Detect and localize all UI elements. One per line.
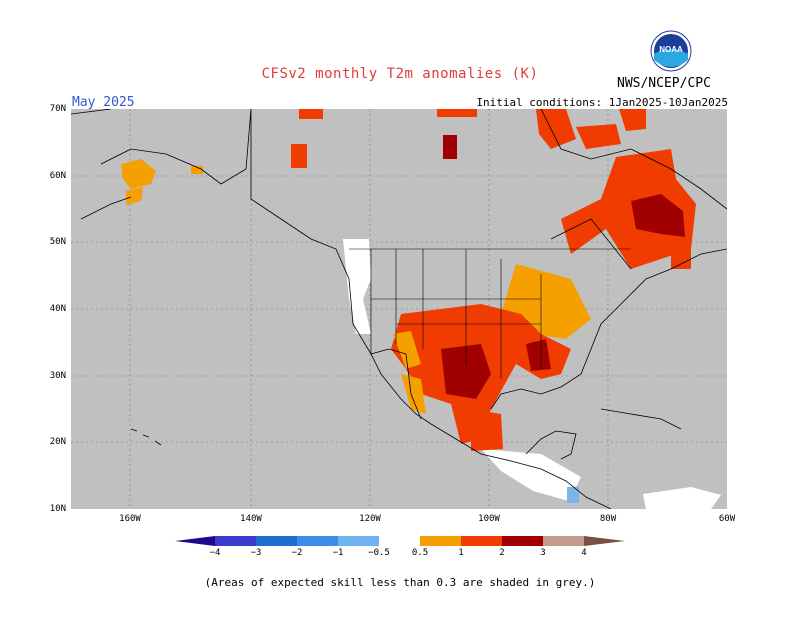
colorbar-label-1: 1 (458, 548, 464, 558)
noaa-logo: NOAA (650, 30, 692, 72)
noaa-logo-text: NOAA (659, 45, 683, 54)
colorbar-label-m2: −2 (291, 548, 303, 558)
lat-label-30n: 30N (49, 371, 66, 381)
hawaii-islands (130, 428, 162, 446)
initial-conditions: Initial conditions: 1Jan2025-10Jan2025 (476, 96, 728, 109)
lon-label-100w: 100W (478, 514, 500, 524)
lat-label-60n: 60N (49, 171, 66, 181)
lon-label-80w: 80W (599, 514, 617, 524)
colorbar-label-4: 4 (581, 548, 587, 558)
colorbar-label-m05: −0.5 (368, 548, 390, 558)
colorbar-label-m3: −3 (250, 548, 262, 558)
lon-label-160w: 160W (119, 514, 141, 524)
lat-label-70n: 70N (49, 104, 66, 114)
colorbar-label-2: 2 (499, 548, 505, 558)
colorbar-label-m4: −4 (209, 548, 221, 558)
colorbar-label-m1: −1 (332, 548, 344, 558)
lat-label-50n: 50N (49, 237, 66, 247)
colorbar-label-05: 0.5 (411, 548, 429, 558)
lat-label-40n: 40N (49, 304, 66, 314)
state-borders (349, 248, 631, 379)
lon-label-120w: 120W (359, 514, 381, 524)
footnote: (Areas of expected skill less than 0.3 a… (204, 576, 596, 589)
lon-label-60w: 60W (718, 514, 736, 524)
colorbar-arrow-low (175, 536, 215, 546)
lat-label-10n: 10N (49, 504, 66, 514)
coastlines (71, 109, 727, 509)
colorbar (175, 536, 625, 546)
lat-label-20n: 20N (49, 437, 66, 447)
colorbar-label-3: 3 (540, 548, 546, 558)
lon-label-140w: 140W (240, 514, 262, 524)
anomaly-patches (121, 109, 721, 509)
month-label: May 2025 (72, 95, 135, 110)
anomaly-map (71, 109, 727, 509)
chart-title: CFSv2 monthly T2m anomalies (K) (261, 66, 539, 82)
agency-label: NWS/NCEP/CPC (617, 76, 711, 91)
colorbar-arrow-high (584, 536, 625, 546)
